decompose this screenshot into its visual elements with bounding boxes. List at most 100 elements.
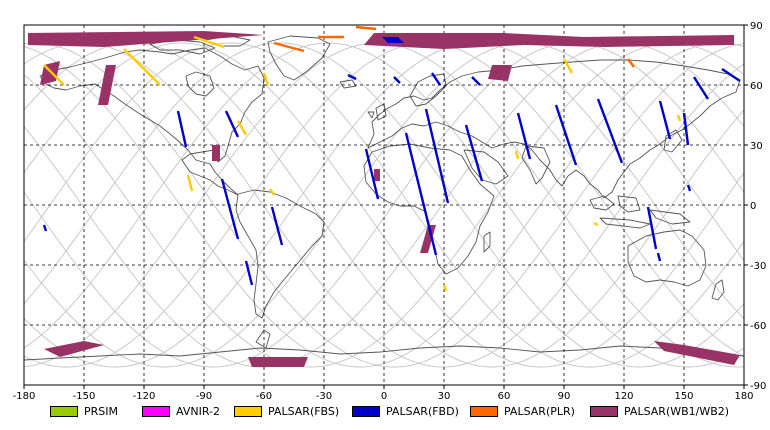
observation-strip (516, 112, 532, 160)
observation-strip (220, 178, 240, 240)
y-tick-label: -60 (750, 321, 766, 332)
legend-swatch (590, 405, 618, 417)
observation-strip (676, 114, 682, 122)
observation-strip (404, 132, 438, 256)
x-tick-label: -90 (196, 391, 212, 402)
observation-strip (646, 206, 658, 250)
legend-swatch (142, 405, 170, 417)
y-tick-label: 30 (750, 141, 763, 152)
observation-strip (42, 224, 48, 232)
observation-strip (593, 221, 599, 227)
legend-item: PALSAR(FBD) (352, 403, 459, 419)
legend-label: PRSIM (84, 404, 118, 418)
legend-label: PALSAR(FBS) (268, 404, 340, 418)
graticule (24, 25, 744, 385)
arabia (463, 149, 509, 185)
observation-overlays (28, 25, 741, 367)
x-tick-label: -60 (256, 391, 272, 402)
x-tick-label: 30 (438, 391, 451, 402)
observation-swath (488, 65, 512, 81)
observation-strip (596, 98, 624, 164)
antarctica-coast (23, 345, 745, 361)
observation-strip (43, 64, 65, 86)
observation-strip (627, 58, 635, 68)
legend-label: PALSAR(FBD) (386, 404, 459, 418)
observation-swath (44, 341, 104, 357)
observation-strip (244, 260, 254, 286)
legend-label: PALSAR(WB1/WB2) (624, 404, 730, 418)
observation-swath (420, 225, 436, 253)
north-america-coast (39, 47, 265, 196)
india (521, 145, 551, 185)
x-tick-label: -30 (316, 391, 332, 402)
legend-item: PALSAR(FBS) (234, 403, 339, 419)
legend-item: AVNIR-2 (142, 403, 220, 419)
x-tick-label: -150 (73, 391, 96, 402)
x-tick-label: -180 (13, 391, 36, 402)
x-tick-label: 180 (734, 391, 753, 402)
observation-swath (28, 31, 264, 47)
x-tick-label: 150 (674, 391, 693, 402)
greenland (267, 35, 331, 81)
australia-coast (627, 229, 707, 287)
observation-strip (554, 104, 578, 166)
x-tick-label: 0 (381, 391, 387, 402)
y-tick-label: -30 (750, 261, 766, 272)
legend-label: AVNIR-2 (176, 404, 220, 418)
legend-item: PALSAR(WB1/WB2) (590, 403, 729, 419)
observation-strip (347, 73, 357, 81)
africa-coast (363, 143, 495, 275)
observation-strip (262, 72, 270, 86)
legend-swatch (352, 405, 380, 417)
observation-strip (682, 112, 690, 146)
observation-strip (123, 48, 161, 86)
x-tick-label: 60 (498, 391, 511, 402)
legend-swatch (50, 405, 78, 417)
antarctic-peninsula (255, 329, 271, 349)
observation-strip (442, 284, 448, 292)
y-tick-label: 60 (750, 81, 763, 92)
south-america-coast (235, 189, 325, 319)
observation-strip (471, 76, 481, 86)
observation-strip (686, 184, 692, 192)
observation-strip (224, 110, 240, 138)
x-tick-label: 90 (558, 391, 571, 402)
legend-swatch (470, 405, 498, 417)
new-zealand (711, 279, 725, 301)
observation-strip (658, 100, 672, 140)
observation-strip (193, 35, 225, 49)
observation-strip (364, 148, 380, 200)
iceland (339, 79, 357, 89)
observation-strip (431, 72, 441, 86)
observation-strip (273, 41, 305, 53)
observation-swath (212, 145, 220, 161)
hudson-bay (185, 71, 215, 97)
observation-swath (374, 169, 380, 181)
japan (663, 129, 683, 153)
observation-swath (248, 357, 308, 367)
x-tick-label: 120 (614, 391, 633, 402)
observation-swath (382, 37, 404, 43)
observation-swath (98, 65, 116, 105)
observation-strip (656, 252, 662, 262)
axis-ticks: -180 -150 -120 -90 -60 -30 0 30 60 90 120 150 180 90 6… (13, 21, 767, 402)
observation-strip (176, 110, 188, 148)
legend-swatch (234, 405, 262, 417)
legend-item: PALSAR(PLR) (470, 403, 575, 419)
observation-strip (355, 25, 377, 31)
y-tick-label: 90 (750, 21, 763, 32)
y-tick-label: 0 (750, 201, 756, 212)
legend: PRSIM AVNIR-2 PALSAR(FBS) PALSAR(FBD) PALSAR… (0, 403, 770, 421)
y-tick-label: -90 (750, 381, 766, 392)
orbit-track (23, 42, 745, 368)
legend-item: PRSIM (50, 403, 118, 419)
observation-swath (654, 341, 740, 365)
observation-strip (186, 174, 194, 192)
observation-strip (721, 68, 741, 82)
southeast-asia-islands (589, 195, 691, 229)
observation-strip (270, 206, 284, 246)
observation-strip (562, 58, 574, 74)
observation-strip (514, 150, 520, 160)
scandinavia (409, 73, 447, 107)
